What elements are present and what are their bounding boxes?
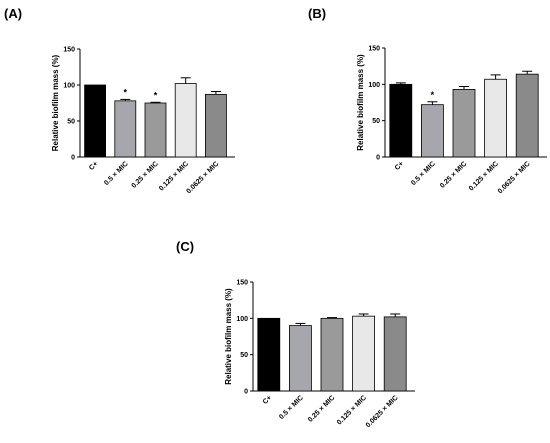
panel-a-bar [84,84,106,158]
panel-a-category-label: 0.0625 × MIC [186,160,221,195]
panel-c-bar [383,316,407,392]
panel-b-category-label: 0.125 × MIC [468,160,500,192]
panel-a-y-axis-title: Relative biofilm mass (%) [51,54,60,151]
panel-b-category-label: 0.25 × MIC [439,160,468,189]
panel-a-significance-mark: * [124,87,128,97]
panel-b-bar [452,89,476,158]
panel-a-label: (A) [4,6,22,21]
panel-b-bar [420,104,444,158]
panel-b-category-label: 0.5 × MIC [410,160,437,187]
panel-c-category-label: 0.0625 × MIC [365,394,400,429]
panel-b-category-label: 0.0625 × MIC [497,160,532,195]
panel-c-bar [257,317,281,392]
panel-a-category-label: C+ [88,160,99,171]
panel-b-category-label: C+ [394,160,405,171]
panel-c-y-tick-label: 0 [244,389,248,396]
panel-a-category-label: 0.25 × MIC [131,160,160,189]
panel-a-y-tick-label: 100 [63,83,75,90]
panel-a-y-tick-label: 0 [71,155,75,162]
panel-b-label: (B) [308,6,326,21]
panel-b-y-tick-label: 50 [372,118,380,125]
panel-a-bar [204,93,227,158]
panel-c-category-label: 0.125 × MIC [336,394,368,426]
panel-a-y-tick-label: 150 [63,47,75,54]
panel-b-y-tick-label: 100 [368,82,380,89]
panel-b-bar [484,78,508,158]
panel-a-significance-mark: * [154,90,158,100]
panel-c-label: (C) [176,239,194,254]
panel-c-category-label: C+ [262,394,273,405]
panel-c-bar [352,315,376,392]
panel-c-bar [288,325,312,392]
panel-b-y-tick-label: 0 [376,155,380,162]
panel-b-bar [515,73,539,158]
panel-b-y-axis-title: Relative biofilm mass (%) [356,54,365,151]
panel-c-category-label: 0.5 × MIC [278,394,305,421]
panel-a-bar [144,102,167,158]
panel-a-y-tick-label: 50 [67,119,75,126]
panel-a-bar [114,100,137,158]
panel-c-category-label: 0.25 × MIC [307,394,336,423]
panel-c-y-tick-label: 50 [240,352,248,359]
panel-b-y-tick-label: 150 [368,46,380,53]
panel-b-significance-mark: * [431,90,435,100]
panel-c-bar [320,317,344,392]
panel-a-bar [174,83,197,158]
panel-c-y-tick-label: 150 [236,280,248,287]
panel-c-y-tick-label: 100 [236,316,248,323]
panel-a-category-label: 0.125 × MIC [158,160,190,192]
panel-a-category-label: 0.5 × MIC [103,160,130,187]
panel-b-bar [389,83,413,158]
panel-c-y-axis-title: Relative biofilm mass (%) [224,288,233,385]
